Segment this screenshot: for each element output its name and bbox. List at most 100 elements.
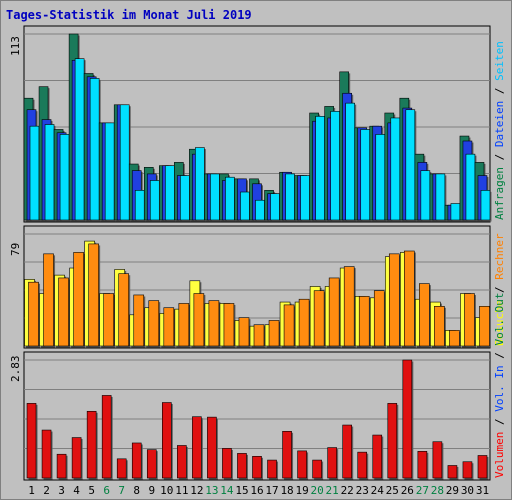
bar-volumen <box>327 447 337 479</box>
bar-rechner <box>404 250 415 347</box>
x-tick-label: 4 <box>73 484 80 497</box>
x-tick-label: 19 <box>295 484 308 497</box>
legend-entry: Volumen <box>493 432 506 478</box>
bar-volumen <box>462 461 473 479</box>
bar-rechner <box>28 281 39 347</box>
panel-max-label: 79 <box>9 243 22 256</box>
x-tick-label: 7 <box>118 484 125 497</box>
bar-seiten <box>285 173 295 221</box>
bar-volumen <box>357 451 368 479</box>
bar-volumen <box>56 453 67 479</box>
bar-rechner <box>298 298 310 347</box>
x-tick-label: 13 <box>205 484 218 497</box>
bar-seiten <box>225 176 235 221</box>
legend-separator: / <box>493 81 506 101</box>
bar-seiten <box>74 58 85 221</box>
bar-volumen <box>312 459 322 479</box>
bar-rechner <box>223 303 235 347</box>
bar-seiten <box>450 203 461 221</box>
bar-rechner <box>283 304 295 347</box>
legend-separator: / <box>493 346 506 366</box>
bar-seiten <box>375 134 386 221</box>
x-tick-label: 25 <box>386 484 399 497</box>
bar-volumen <box>26 403 37 479</box>
panel-max-label: 2.83 <box>9 356 22 383</box>
legend-separator: / <box>493 412 506 432</box>
legend-entry: Besuche <box>493 300 506 346</box>
legend-separator: / <box>493 147 506 167</box>
bar-volumen <box>267 459 277 479</box>
bar-seiten <box>29 125 40 221</box>
bar-volumen <box>86 410 97 479</box>
bar-rechner <box>238 317 250 347</box>
bar-rechner <box>313 290 325 347</box>
bar-seiten <box>44 124 55 221</box>
bar-rechner <box>449 330 460 347</box>
x-tick-label: 22 <box>341 484 354 497</box>
bar-seiten <box>210 173 220 221</box>
x-tick-label: 5 <box>88 484 95 497</box>
legend-entry: Rechner <box>493 233 506 280</box>
bar-volumen <box>162 402 172 479</box>
x-tick-label: 31 <box>476 484 489 497</box>
bar-seiten <box>134 190 145 221</box>
x-tick-label: 10 <box>160 484 173 497</box>
bar-rechner <box>133 294 145 347</box>
bar-seiten <box>255 199 265 221</box>
bar-rechner <box>163 307 175 347</box>
legend-entry: Anfragen <box>493 167 506 220</box>
x-tick-label: 9 <box>148 484 155 497</box>
x-tick-label: 21 <box>326 484 339 497</box>
legend-separator: / <box>493 280 506 300</box>
x-tick-label: 23 <box>356 484 369 497</box>
bar-rechner <box>343 266 355 347</box>
bar-rechner <box>88 243 99 347</box>
bar-seiten <box>59 134 70 221</box>
x-tick-label: 12 <box>190 484 203 497</box>
x-tick-label: 6 <box>103 484 110 497</box>
bar-volumen <box>402 359 413 479</box>
bar-volumen <box>297 450 307 479</box>
chart-panel-visits: 79 Besuche / Rechner <box>9 225 506 349</box>
bar-rechner <box>328 277 340 347</box>
bar-rechner <box>358 296 370 347</box>
chart-panel-volume: 2.83 Volumen / Vol. In / Vol. Out <box>9 293 506 481</box>
bar-rechner <box>268 320 280 347</box>
bar-rechner <box>388 253 400 347</box>
legend-entry: Dateien <box>493 101 506 147</box>
bar-volumen <box>222 448 232 479</box>
bar-volumen <box>116 458 127 479</box>
bar-volumen <box>71 437 82 479</box>
bar-rechner <box>58 277 69 347</box>
bar-volumen <box>237 453 247 479</box>
x-tick-label: 15 <box>235 484 248 497</box>
bar-seiten <box>330 111 340 221</box>
x-tick-label: 2 <box>43 484 50 497</box>
bar-seiten <box>465 153 476 221</box>
bar-rechner <box>373 290 385 347</box>
bar-volumen <box>372 434 383 479</box>
chart-title: Tages-Statistik im Monat Juli 2019 <box>6 8 252 22</box>
bar-rechner <box>43 253 54 347</box>
bar-rechner <box>178 303 190 347</box>
bar-rechner <box>148 300 160 347</box>
bar-volumen <box>447 465 458 479</box>
legend-entry: Seiten <box>493 41 506 81</box>
panel-legend: Anfragen / Dateien / Seiten <box>493 41 506 220</box>
bar-seiten <box>165 165 175 221</box>
bar-seiten <box>435 173 446 221</box>
panel-legend: Besuche / Rechner <box>493 233 506 346</box>
bar-volumen <box>282 431 292 479</box>
bar-seiten <box>195 147 205 221</box>
bar-seiten <box>149 180 160 221</box>
bar-volumen <box>41 429 52 479</box>
bar-volumen <box>131 442 142 479</box>
x-tick-label: 14 <box>220 484 234 497</box>
x-tick-label: 1 <box>28 484 35 497</box>
x-tick-label: 20 <box>311 484 324 497</box>
bar-seiten <box>315 116 325 221</box>
x-tick-label: 11 <box>175 484 188 497</box>
bar-seiten <box>345 102 355 221</box>
bar-seiten <box>390 117 401 221</box>
